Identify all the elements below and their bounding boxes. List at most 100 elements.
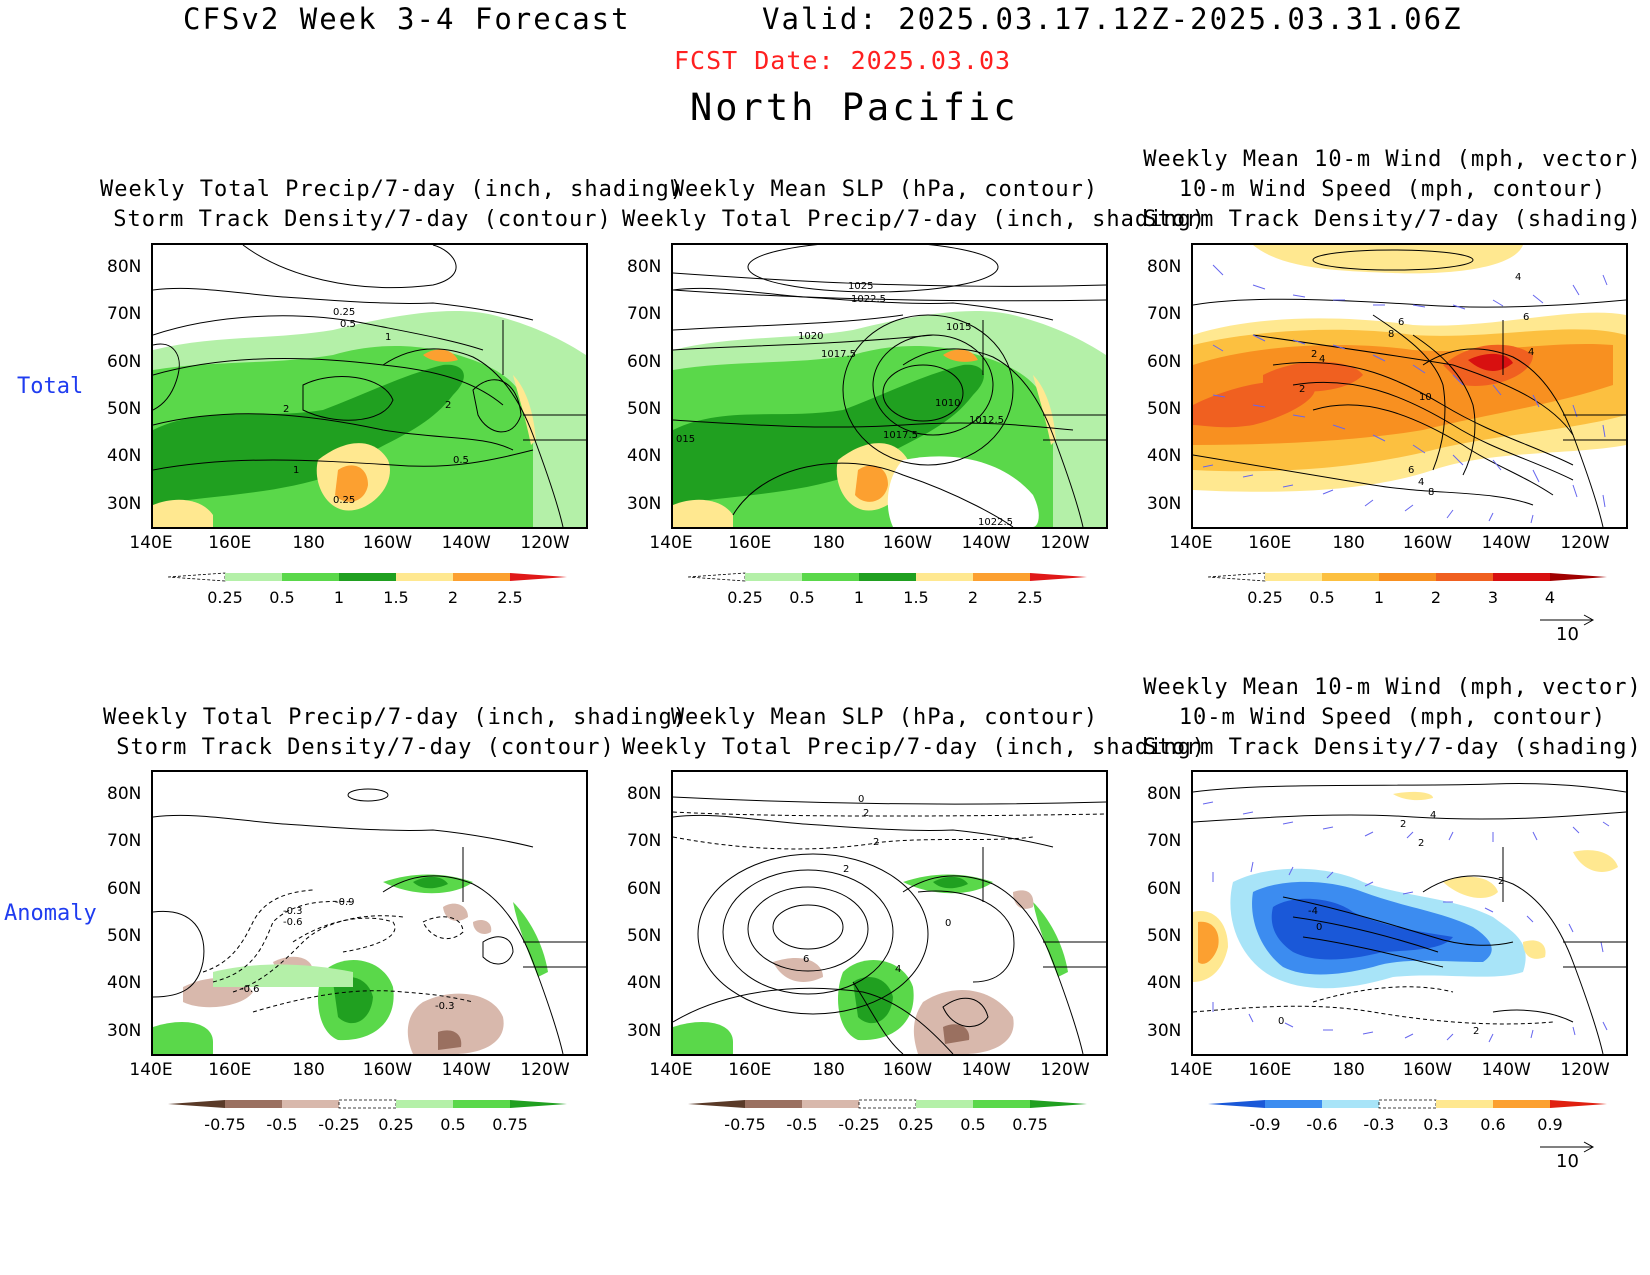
legend-swatch (339, 573, 396, 581)
panel5-title: Weekly Mean SLP (hPa, contour) Weekly To… (622, 703, 1205, 763)
legend-tick-label: 0.5 (789, 588, 815, 607)
contour-label: 4 (1515, 272, 1521, 283)
legend-swatch (225, 573, 282, 581)
latitude-label: 60N (107, 878, 142, 899)
legend-tick-label: 0.25 (1247, 588, 1283, 607)
contour-label: 1020 (798, 331, 823, 342)
contour-label: -0.9 (335, 897, 355, 908)
panel4-title-line2: Storm Track Density/7-day (contour) (116, 735, 615, 760)
legend-tick-label: 1 (333, 588, 345, 607)
legend-tick-label: -0.5 (266, 1115, 298, 1134)
legend-precip-total: 0.25 0.5 1 1.5 2 2.5 (167, 568, 568, 608)
longitude-label: 140W (441, 533, 491, 553)
longitude-label: 180 (1332, 533, 1365, 553)
longitude-label: 140W (961, 1060, 1011, 1080)
contour-label: 4 (895, 964, 901, 975)
contour-label: 4 (1528, 347, 1534, 358)
legend-swatch (858, 1099, 917, 1109)
slp-anomaly-contours (673, 796, 1106, 1054)
contour-label: 0.5 (340, 319, 356, 330)
contour-label: 1015 (946, 322, 971, 333)
map-wind-track-total: 4 6 8 2 4 2 10 4 6 8 4 6 (1191, 243, 1628, 529)
panel1-title: Weekly Total Precip/7-day (inch, shading… (100, 175, 685, 235)
contour-label: 2 (1299, 384, 1305, 395)
contour-label: 0.5 (453, 455, 469, 466)
legend-swatch (282, 1100, 339, 1108)
contour-label: 015 (676, 434, 695, 445)
vector-reference-label: 10 (1556, 1151, 1579, 1172)
legend-swatch (802, 573, 859, 581)
legend-swatch (1550, 1100, 1607, 1108)
row-label-anomaly: Anomaly (4, 901, 97, 926)
map-wind-track-anomaly-svg: 4 2 2 -4 0 2 2 0 (1193, 783, 1626, 1054)
legend-precip-total-2: 0.25 0.5 1 1.5 2 2.5 (687, 568, 1088, 608)
valid-period: Valid: 2025.03.17.12Z-2025.03.31.06Z (762, 2, 1463, 36)
legend-swatch (510, 573, 567, 581)
longitude-label: 160W (882, 533, 933, 553)
latitude-label: 60N (627, 878, 662, 899)
legend-tick-label: 3 (1487, 588, 1499, 607)
legend-tick-label: 1.5 (903, 588, 929, 607)
latitude-label: 30N (1147, 1020, 1182, 1041)
legend-swatch (687, 572, 746, 582)
latitude-label: 70N (1147, 304, 1182, 325)
track-anomaly-shading (1193, 791, 1618, 989)
contour-label: 6 (803, 954, 809, 965)
legend-bar (1207, 572, 1607, 582)
panel1-title-line1: Weekly Total Precip/7-day (inch, shading… (100, 177, 685, 202)
region-title: North Pacific (690, 86, 1019, 129)
panel6-title-line1: Weekly Mean 10-m Wind (mph, vector) (1143, 675, 1642, 700)
longitude-label: 120W (1560, 1060, 1610, 1080)
legend-swatch (1379, 573, 1436, 581)
longitude-label: 140E (129, 1060, 173, 1080)
contour-label: 0 (1278, 1016, 1284, 1027)
latitude-label: 30N (627, 1020, 662, 1041)
precip-anomaly-shading (673, 874, 1068, 1054)
slp-contours (673, 245, 1106, 527)
longitude-label: 160W (1402, 533, 1453, 553)
contour-label: 2 (873, 837, 879, 848)
legend-swatch (338, 1099, 397, 1109)
legend-swatch (802, 1100, 859, 1108)
legend-swatch (916, 573, 973, 581)
latitude-label: 80N (107, 783, 142, 804)
legend-swatch (745, 573, 802, 581)
legend-tick-label: 0.25 (727, 588, 763, 607)
vector-reference-bottom: 10 (1538, 1139, 1598, 1179)
latitude-label: 60N (1147, 878, 1182, 899)
legend-precip-anomaly: -0.75 -0.5 -0.25 0.25 0.5 0.75 (168, 1095, 568, 1135)
coastlines (153, 788, 586, 1054)
legend-swatch (745, 1100, 802, 1108)
contour-label: 1 (293, 465, 299, 476)
latitude-label: 80N (1147, 783, 1182, 804)
panel2-title-line1: Weekly Mean SLP (hPa, contour) (670, 177, 1099, 202)
legend-swatch (859, 573, 916, 581)
latitude-label: 80N (627, 256, 662, 277)
longitude-label: 160E (1248, 1060, 1292, 1080)
latitude-label: 30N (107, 1020, 142, 1041)
legend-tick-label: 1 (853, 588, 865, 607)
contour-label: 2 (445, 400, 451, 411)
latitude-label: 50N (1147, 926, 1182, 947)
latitude-label: 60N (1147, 351, 1182, 372)
vector-reference-top: 10 (1538, 612, 1598, 652)
latitude-label: 50N (627, 399, 662, 420)
legend-bar (1208, 1099, 1607, 1109)
contour-label: 1017.5 (883, 430, 918, 441)
legend-swatch (1436, 573, 1493, 581)
legend-tick-label: 0.5 (960, 1115, 986, 1134)
map-precip-track-total-svg: 0.25 0.5 1 2 2 1 0.5 0.25 (153, 245, 586, 527)
latitude-label: 50N (107, 926, 142, 947)
legend-tick-label: -0.75 (204, 1115, 246, 1134)
latitude-label: 30N (1147, 493, 1182, 514)
longitude-label: 160W (362, 1060, 413, 1080)
contour-labels: 4 6 8 2 4 2 10 4 6 8 4 6 (1299, 272, 1534, 498)
contour-label: -0.3 (435, 1001, 455, 1012)
legend-tick-label: -0.5 (786, 1115, 818, 1134)
longitude-label: 120W (1040, 533, 1090, 553)
legend-tick-label: -0.3 (1363, 1115, 1395, 1134)
storm-track-contours (153, 245, 534, 471)
panel6-title-line3: Storm Track Density/7-day (shading) (1143, 735, 1642, 760)
latitude-label: 50N (1147, 399, 1182, 420)
reference-arrow-icon (1540, 614, 1595, 626)
